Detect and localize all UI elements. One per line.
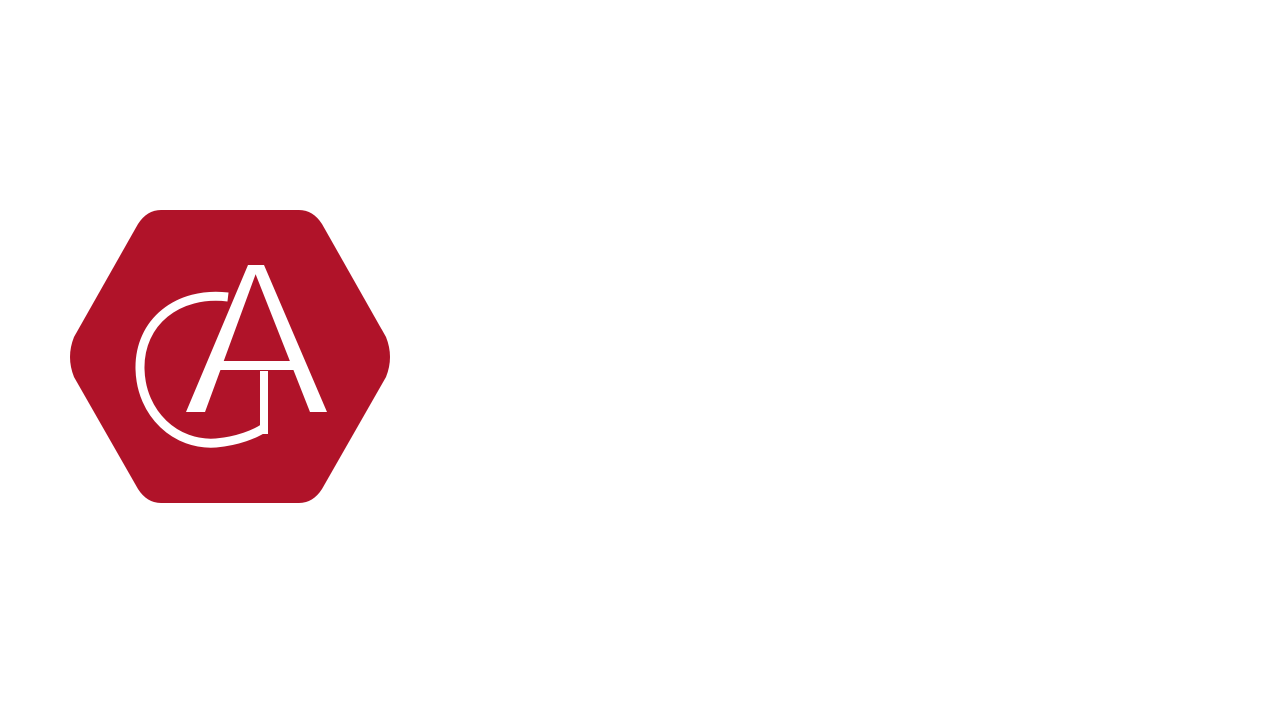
- logo-letter-g: [135, 291, 267, 448]
- logo-letter-a-left-leg: [186, 265, 259, 412]
- ga-logo-icon: [66, 209, 394, 505]
- logo-letter-a-crossbar: [220, 361, 298, 370]
- logo-hexagon-badge: [70, 210, 390, 503]
- logo-letter-a-right-leg: [252, 265, 327, 412]
